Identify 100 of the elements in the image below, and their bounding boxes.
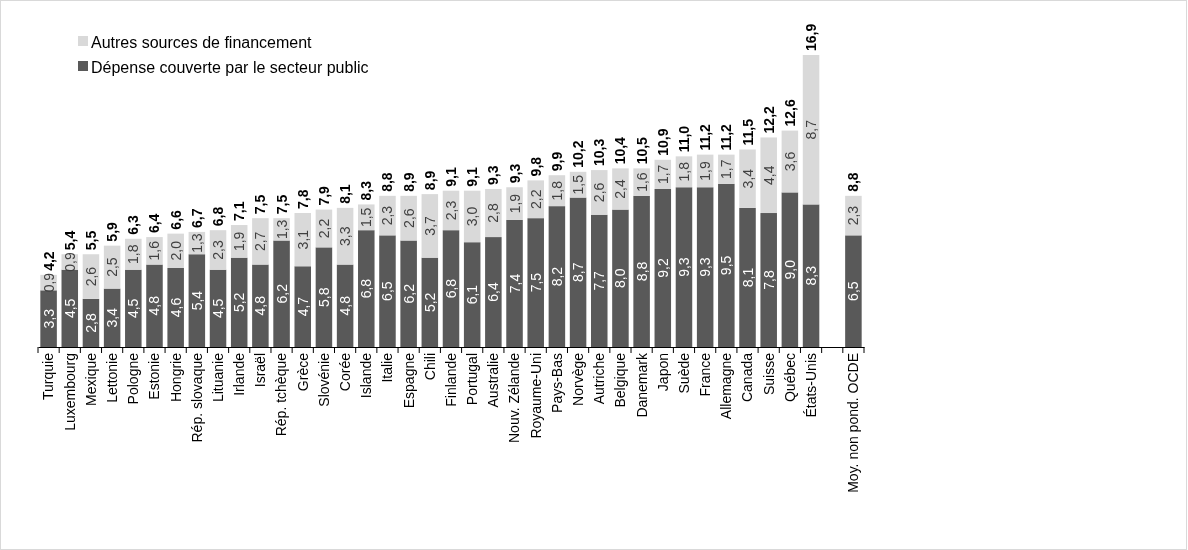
total-label: 9,3	[485, 165, 502, 185]
total-label: 7,1	[231, 201, 248, 222]
total-label: 9,8	[527, 156, 544, 177]
data-label: 6,2	[400, 283, 417, 304]
total-label: 12,6	[781, 99, 798, 127]
total-label: 6,6	[167, 209, 184, 230]
data-label: 9,3	[675, 257, 692, 277]
x-tick-label: Danemark	[633, 352, 650, 418]
bar	[527, 218, 544, 347]
data-label: 9,5	[718, 255, 735, 276]
bar	[739, 207, 756, 347]
data-label: 3,4	[739, 168, 756, 189]
data-label: 4,5	[210, 298, 227, 319]
total-label: 12,2	[760, 105, 777, 134]
x-tick-label: Canada	[739, 352, 756, 403]
total-label: 11,0	[675, 125, 692, 153]
bar	[506, 219, 523, 347]
data-label: 1,5	[358, 207, 375, 228]
data-label: 8,7	[803, 119, 820, 140]
data-label: 6,4	[485, 282, 502, 302]
bar	[463, 242, 481, 347]
data-label: 1,9	[506, 193, 523, 214]
x-tick-label: Islande	[358, 352, 375, 399]
total-label: 11,2	[697, 123, 714, 151]
x-tick-label: Italie	[379, 352, 396, 383]
bar	[315, 247, 333, 347]
data-label: 6,1	[464, 284, 481, 305]
x-tick-label: Japon	[654, 353, 671, 392]
x-tick-label: Suisse	[760, 352, 777, 396]
data-label: 1,9	[231, 231, 248, 252]
total-label: 7,5	[273, 194, 290, 215]
x-tick-label: Autriche	[591, 352, 608, 405]
data-label: 1,8	[125, 244, 142, 264]
data-label: 4,5	[61, 298, 78, 319]
x-tick-label: Grèce	[294, 352, 311, 392]
bar	[845, 235, 862, 347]
data-label: 2,2	[315, 218, 332, 239]
data-label: 3,0	[464, 206, 481, 227]
data-label: 2,8	[485, 203, 502, 223]
data-label: 2,0	[167, 240, 184, 261]
x-tick-label: États-Unis	[802, 353, 819, 418]
data-label: 1,7	[718, 159, 735, 179]
total-label: 10,4	[612, 136, 629, 165]
bar	[802, 55, 820, 205]
data-label: 8,1	[739, 267, 756, 288]
data-label: 1,8	[675, 161, 692, 182]
total-label: 9,9	[548, 151, 565, 172]
bar	[442, 230, 460, 347]
bar	[294, 213, 311, 267]
bar	[802, 204, 820, 347]
total-label: 10,3	[591, 138, 608, 167]
x-tick-label: Moy. non pond. OCDE	[845, 353, 862, 493]
data-label: 4,8	[146, 295, 163, 316]
x-tick-label: Norvège	[569, 352, 586, 406]
data-label: 4,6	[167, 297, 184, 318]
data-label: 3,6	[781, 151, 798, 172]
total-label: 5,4	[61, 230, 78, 251]
bar	[718, 183, 735, 347]
x-tick-label: Rép. slovaque	[188, 352, 205, 443]
data-label: 9,2	[654, 258, 671, 278]
bar	[252, 218, 269, 265]
bar	[675, 187, 693, 347]
bar	[294, 266, 311, 347]
total-label: 6,8	[210, 206, 227, 227]
x-tick-label: Australie	[485, 352, 502, 408]
bar	[760, 137, 777, 214]
data-label: 2,7	[252, 231, 269, 252]
total-label: 6,4	[146, 213, 163, 234]
data-label: 0,9	[40, 272, 57, 293]
x-tick-label: Chili	[421, 353, 438, 381]
legend-label: Autres sources de financement	[91, 33, 313, 51]
bar	[188, 254, 206, 347]
total-label: 6,3	[125, 215, 142, 235]
x-tick-label: Corée	[337, 352, 353, 392]
total-label: 10,2	[570, 140, 587, 168]
total-label: 8,3	[358, 180, 375, 201]
x-tick-label: Lettonie	[104, 352, 121, 403]
data-label: 2,6	[591, 182, 608, 203]
bar	[633, 195, 650, 347]
data-label: 5,2	[231, 292, 248, 313]
total-label: 5,9	[104, 221, 121, 242]
x-tick-label: Slovénie	[315, 352, 332, 407]
data-label: 6,8	[358, 278, 375, 299]
bar	[739, 149, 756, 208]
data-label: 7,8	[760, 270, 777, 290]
data-label: 2,2	[527, 189, 544, 210]
x-tick-label: Royaume-Uni	[527, 353, 544, 439]
x-tick-label: Pologne	[125, 352, 142, 405]
x-tick-label: Nouv. Zélande	[506, 352, 523, 444]
data-label: 2,4	[612, 179, 629, 199]
total-label: 9,3	[506, 163, 523, 184]
x-tick-label: Suède	[675, 352, 692, 394]
bar	[146, 264, 163, 347]
bar	[167, 267, 184, 347]
data-label: 5,8	[315, 287, 332, 307]
data-label: 3,3	[40, 308, 57, 329]
data-label: 6,5	[379, 281, 396, 301]
bar	[379, 235, 396, 347]
total-label: 9,1	[443, 167, 459, 187]
data-label: 9,0	[781, 259, 798, 280]
